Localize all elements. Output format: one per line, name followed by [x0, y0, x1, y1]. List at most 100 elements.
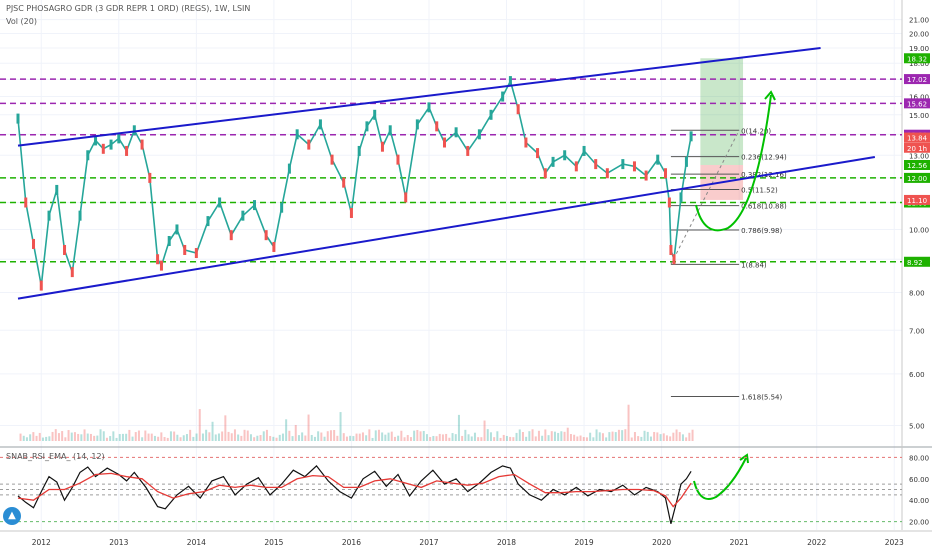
volume-bar — [621, 430, 624, 441]
volume-bar — [275, 437, 278, 441]
volume-bar — [429, 437, 432, 441]
volume-bar — [457, 414, 460, 441]
rsi-pane — [0, 456, 902, 524]
price-candle — [140, 139, 144, 150]
price-candle — [349, 207, 353, 218]
volume-bar — [608, 432, 611, 441]
volume-bar — [208, 432, 211, 441]
price-tag-box — [904, 194, 930, 205]
volume-bar — [333, 430, 336, 441]
rsi-arrowhead — [739, 453, 749, 464]
price-candle — [318, 119, 322, 130]
time-tick-label: 2014 — [187, 538, 206, 547]
volume-bar — [227, 431, 230, 441]
price-candle — [551, 156, 555, 167]
volume-bar — [518, 429, 521, 441]
volume-bar — [134, 432, 137, 441]
price-candle — [563, 150, 567, 161]
level-tag-label: 17.02 — [907, 76, 927, 84]
fib-label: 1.618(5.54) — [741, 393, 782, 401]
volume-bar — [342, 433, 345, 441]
fib-label: 0.5(11.52) — [741, 186, 778, 194]
volume-bar — [54, 429, 57, 441]
volume-bar — [246, 430, 249, 441]
volume-bar — [569, 434, 572, 441]
volume-bar — [256, 435, 259, 441]
price-candle — [86, 150, 90, 161]
volume-bar — [643, 430, 646, 441]
volume-bar — [310, 434, 313, 441]
volume-bar — [329, 430, 332, 441]
price-candle — [684, 156, 688, 167]
volume-bar — [633, 432, 636, 441]
volume-bar — [579, 435, 582, 441]
time-tick-label: 2015 — [264, 538, 283, 547]
price-tick-label: 13.00 — [909, 152, 929, 160]
target-zone — [700, 58, 744, 166]
volume-bar — [99, 429, 102, 441]
price-series — [16, 76, 693, 291]
volume-bar — [582, 437, 585, 441]
volume-bar — [688, 432, 691, 441]
volume-bar — [137, 430, 140, 441]
volume-bar — [509, 436, 512, 441]
volume-bar — [374, 430, 377, 441]
volume-bar — [297, 435, 300, 441]
price-candle — [109, 139, 113, 150]
price-candle — [264, 230, 268, 241]
price-candle — [229, 230, 233, 241]
volume-bar — [566, 427, 569, 441]
volume-bar — [173, 431, 176, 441]
volume-bar — [259, 435, 262, 441]
tradingview-logo-icon[interactable]: ▲ — [3, 507, 21, 525]
price-candle — [47, 210, 51, 221]
price-candle — [516, 104, 520, 115]
volume-bar — [361, 432, 364, 441]
volume-bar — [403, 437, 406, 441]
volume-bar — [115, 437, 118, 441]
price-candle — [32, 238, 36, 249]
volume-bar — [534, 436, 537, 441]
rsi-tick-label: 80.00 — [909, 454, 929, 462]
volume-bar — [486, 429, 489, 441]
level-tag-label: 8.92 — [907, 259, 923, 267]
volume-bar — [182, 435, 185, 441]
price-candle — [404, 192, 408, 203]
price-candle — [194, 248, 198, 259]
price-tick-label: 5.00 — [909, 422, 925, 430]
volume-bar — [672, 432, 675, 441]
price-projection-arrow — [695, 94, 772, 232]
axes: 21.0020.0019.0018.0017.0016.0015.0014.00… — [0, 17, 932, 547]
volume-bar — [537, 430, 540, 441]
rsi-tick-label: 20.00 — [909, 519, 929, 527]
volume-bar — [425, 434, 428, 441]
volume-bar — [502, 434, 505, 441]
volume-bar — [585, 437, 588, 441]
volume-bar — [384, 434, 387, 441]
price-candle — [287, 163, 291, 174]
volume-bar — [685, 437, 688, 441]
volume-bar — [160, 432, 163, 441]
volume-bar — [576, 436, 579, 441]
time-tick-label: 2016 — [342, 538, 361, 547]
price-candle — [148, 172, 152, 183]
volume-label: Vol (20) — [6, 17, 37, 26]
volume-bar — [470, 436, 473, 441]
price-candle — [594, 159, 598, 170]
volume-bar — [592, 437, 595, 441]
price-candle — [365, 121, 369, 132]
volume-bar — [224, 415, 227, 441]
volume-bar — [221, 431, 224, 441]
volume-bar — [595, 429, 598, 441]
volume-bar — [89, 433, 92, 441]
price-tick-label: 6.00 — [909, 371, 925, 379]
volume-bar — [397, 435, 400, 441]
fib-label: 0(14.20) — [741, 127, 771, 135]
volume-bar — [35, 435, 38, 441]
price-candle — [342, 177, 346, 188]
volume-bar — [131, 436, 134, 441]
price-candle — [156, 254, 160, 265]
time-tick-label: 2018 — [497, 538, 516, 547]
price-candle — [477, 129, 481, 140]
